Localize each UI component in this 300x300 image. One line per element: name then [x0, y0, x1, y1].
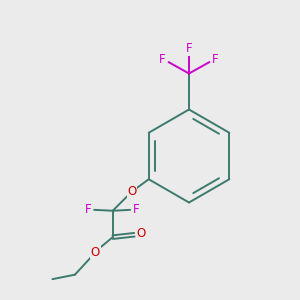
Text: F: F [159, 53, 166, 66]
Text: F: F [212, 53, 219, 66]
Text: F: F [85, 203, 92, 216]
Text: O: O [128, 185, 137, 198]
Text: F: F [133, 203, 140, 216]
Text: O: O [136, 227, 146, 240]
Text: O: O [91, 246, 100, 259]
Text: F: F [186, 42, 192, 56]
